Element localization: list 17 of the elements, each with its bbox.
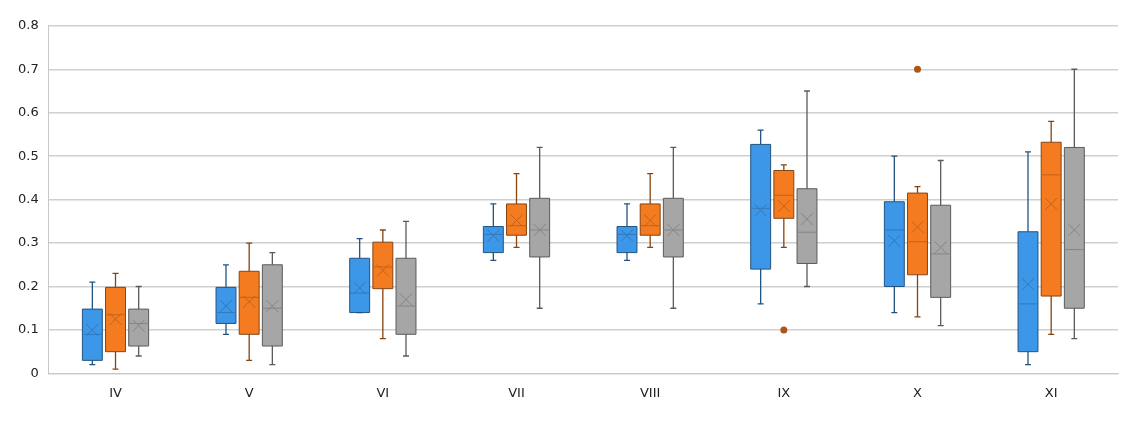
x-tick-label: VII (508, 384, 525, 400)
y-tick-label: 0.1 (17, 321, 39, 337)
y-tick-label: 0 (30, 364, 39, 380)
x-tick-label: IV (109, 384, 122, 400)
x-tick-label: XI (1044, 384, 1058, 400)
x-tick-label: VI (376, 384, 390, 400)
y-tick-label: 0.5 (17, 147, 39, 163)
x-tick-label: IX (777, 384, 791, 400)
x-tick-label: VIII (639, 384, 661, 400)
y-tick-label: 0.8 (17, 17, 39, 33)
y-tick-label: 0.6 (17, 104, 39, 120)
y-tick-label: 0.7 (17, 60, 39, 76)
y-tick-label: 0.3 (17, 234, 39, 250)
x-tick-label: V (244, 384, 254, 400)
x-tick-label: X (913, 384, 923, 400)
y-tick-label: 0.4 (17, 190, 39, 206)
y-tick-label: 0.2 (17, 277, 39, 293)
